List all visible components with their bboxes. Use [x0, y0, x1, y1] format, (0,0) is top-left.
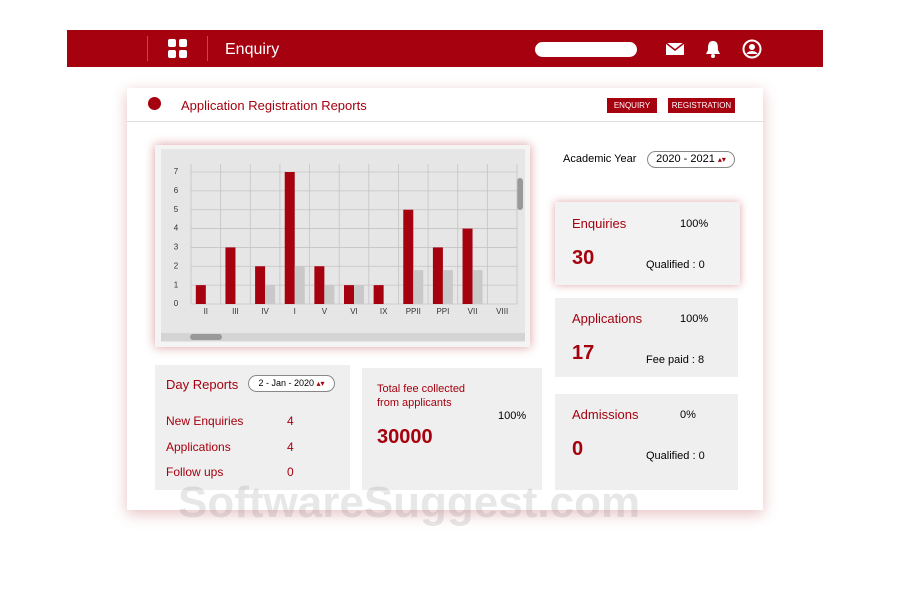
x-tick-label: VII	[468, 307, 478, 316]
bar	[462, 228, 473, 304]
academic-year-value: 2020 - 2021	[656, 153, 715, 165]
x-tick-label: III	[232, 307, 239, 316]
y-tick-label: 7	[174, 167, 179, 176]
enquiry-button[interactable]: ENQUIRY	[607, 98, 657, 113]
row-label: Follow ups	[166, 465, 224, 479]
fee-amount: 30000	[377, 426, 433, 448]
top-bar: Enquiry	[67, 30, 823, 67]
stat-title: Enquiries	[572, 216, 627, 231]
date-value: 2 - Jan - 2020	[258, 378, 314, 388]
page-title: Enquiry	[225, 41, 280, 58]
stat-note: Qualified : 0	[646, 259, 705, 271]
bar	[432, 247, 443, 304]
y-tick-label: 6	[174, 186, 179, 195]
stat-title: Admissions	[572, 407, 639, 422]
row-label: Applications	[166, 440, 231, 454]
fee-card: Total fee collected from applicants 100%…	[362, 368, 542, 490]
stat-title: Applications	[572, 311, 643, 326]
day-reports-title: Day Reports	[166, 377, 239, 392]
divider	[147, 36, 148, 61]
search-box[interactable]	[535, 42, 637, 57]
bell-icon[interactable]	[705, 40, 721, 58]
x-tick-label: VIII	[496, 307, 508, 316]
academic-year-select[interactable]: 2020 - 2021 ▴▾	[647, 151, 735, 168]
y-tick-label: 2	[174, 261, 179, 270]
bar	[284, 172, 295, 304]
bar	[442, 270, 453, 304]
y-tick-label: 4	[174, 224, 179, 233]
stat-count: 0	[572, 438, 584, 460]
scrollbar[interactable]	[190, 334, 222, 340]
bar	[195, 285, 206, 304]
y-tick-label: 3	[174, 243, 179, 252]
stat-percent: 0%	[680, 409, 696, 421]
stat-card[interactable]: Enquiries 100% 30 Qualified : 0	[555, 202, 740, 285]
stat-count: 30	[572, 247, 595, 269]
scroll-track	[161, 333, 525, 341]
academic-year-label: Academic Year	[563, 153, 637, 165]
fee-percent: 100%	[498, 410, 527, 422]
stat-percent: 100%	[680, 218, 709, 230]
bar	[413, 270, 424, 304]
bar	[403, 209, 414, 304]
row-value: 4	[287, 440, 294, 454]
x-tick-label: II	[204, 307, 208, 316]
stat-note: Qualified : 0	[646, 450, 705, 462]
stat-card[interactable]: Admissions 0% 0 Qualified : 0	[555, 394, 738, 490]
stat-count: 17	[572, 342, 595, 364]
bar	[265, 285, 276, 304]
x-tick-label: PPI	[436, 307, 449, 316]
registration-button[interactable]: REGISTRATION	[668, 98, 735, 113]
bar	[354, 285, 364, 304]
stat-note: Fee paid : 8	[646, 354, 705, 366]
x-tick-label: IV	[261, 307, 269, 316]
y-tick-label: 5	[174, 205, 179, 214]
bar	[344, 285, 354, 304]
row-value: 0	[287, 465, 294, 479]
bar	[225, 247, 236, 304]
bar	[294, 266, 305, 304]
x-tick-label: PPII	[406, 307, 421, 316]
x-tick-label: I	[294, 307, 296, 316]
fee-label: Total fee collected from applicants	[377, 383, 466, 409]
panel-dot	[148, 97, 161, 110]
mail-icon[interactable]	[665, 41, 685, 57]
row-label: New Enquiries	[166, 414, 244, 428]
x-tick-label: V	[322, 307, 328, 316]
date-select[interactable]: 2 - Jan - 2020 ▴▾	[248, 375, 335, 392]
watermark: SoftwareSuggest.com	[178, 478, 641, 527]
bar	[373, 285, 384, 304]
chart-card: 0 1 2 3 4 5 6 7 II III IV I V VI IX PPII PPI VII VIII	[155, 145, 530, 347]
bar	[255, 266, 266, 304]
divider	[127, 121, 763, 122]
bar	[324, 285, 335, 304]
user-icon[interactable]	[742, 39, 762, 59]
x-tick-label: VI	[350, 307, 358, 316]
apps-icon[interactable]	[168, 39, 188, 59]
bar	[314, 266, 325, 304]
y-tick-label: 1	[174, 280, 179, 289]
stat-card[interactable]: Applications 100% 17 Fee paid : 8	[555, 298, 738, 377]
x-tick-label: IX	[380, 307, 388, 316]
scrollbar[interactable]	[517, 178, 523, 210]
stat-percent: 100%	[680, 313, 709, 325]
day-reports-card: Day Reports 2 - Jan - 2020 ▴▾ New Enquir…	[155, 365, 350, 490]
panel-title: Application Registration Reports	[181, 98, 367, 113]
row-value: 4	[287, 414, 294, 428]
bar	[472, 270, 483, 304]
divider	[207, 36, 208, 61]
y-tick-label: 0	[174, 299, 179, 308]
